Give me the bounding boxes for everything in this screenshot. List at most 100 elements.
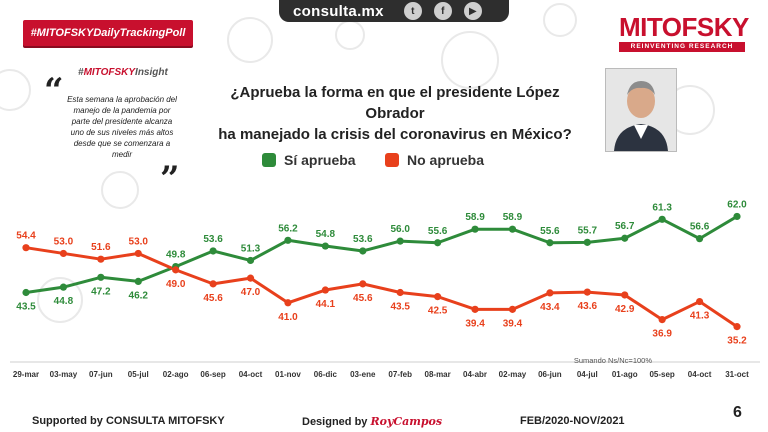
data-label-disapprove: 36.9 <box>652 329 672 340</box>
x-tick-label: 29-mar <box>13 370 39 379</box>
data-label-approve: 51.3 <box>241 243 261 254</box>
insight-text: Esta semana la aprobación del manejo de … <box>67 95 177 159</box>
data-label-disapprove: 39.4 <box>465 318 485 329</box>
chart-note: Sumando Ns/Nc=100% <box>574 356 652 365</box>
data-label-disapprove: 45.6 <box>353 293 373 304</box>
youtube-icon[interactable]: ▶ <box>463 2 482 20</box>
data-label-disapprove: 43.5 <box>390 302 410 313</box>
data-label-approve: 53.6 <box>203 234 223 245</box>
data-point-approve <box>508 225 517 233</box>
data-label-approve: 56.0 <box>390 224 410 235</box>
question-line-2: ha manejado la crisis del coronavirus en… <box>218 126 572 143</box>
x-tick-label: 03-may <box>50 370 78 379</box>
data-point-approve <box>59 283 68 291</box>
footer-designed: Designed by RoyCampos <box>302 415 442 428</box>
data-label-approve: 56.7 <box>615 221 635 232</box>
data-label-disapprove: 41.0 <box>278 312 298 323</box>
insight-label: Insight <box>135 67 168 78</box>
data-point-disapprove <box>284 299 292 307</box>
x-tick-label: 02-ago <box>163 370 189 379</box>
data-point-approve <box>134 277 142 285</box>
data-label-disapprove: 44.1 <box>316 299 336 310</box>
data-label-disapprove: 49.0 <box>166 279 186 290</box>
data-label-approve: 44.8 <box>54 296 74 307</box>
footer-supported: Supported by CONSULTA MITOFSKY <box>32 415 225 427</box>
data-label-disapprove: 45.6 <box>203 293 223 304</box>
site-header-bar: consulta.mx t f ▶ <box>279 0 509 22</box>
data-label-approve: 55.7 <box>578 225 598 236</box>
page-number: 6 <box>733 404 742 421</box>
data-point-disapprove <box>583 288 591 296</box>
legend-label-approve: Sí aprueba <box>284 152 356 168</box>
x-tick-label: 31-oct <box>725 370 749 379</box>
insight-hash: # <box>78 67 84 78</box>
insight-brand: MITOFSKY <box>83 67 136 78</box>
data-label-disapprove: 53.0 <box>54 236 74 247</box>
data-point-disapprove <box>695 297 704 306</box>
data-point-approve <box>658 215 666 223</box>
x-tick-label: 05-sep <box>649 370 674 379</box>
tracking-poll-tag: #MITOFSKYDailyTrackingPoll <box>23 20 193 46</box>
brand-logo: MITOFSKY REINVENTING RESEARCH <box>619 12 749 56</box>
twitter-icon[interactable]: t <box>403 2 422 20</box>
data-point-approve <box>583 238 591 246</box>
data-point-approve <box>284 236 292 244</box>
data-label-approve: 54.8 <box>316 229 336 240</box>
person-icon <box>606 69 676 151</box>
x-tick-label: 05-jul <box>128 370 149 379</box>
data-point-disapprove <box>546 289 554 297</box>
x-tick-label: 01-ago <box>612 370 638 379</box>
data-point-approve <box>321 242 329 250</box>
data-point-approve <box>434 239 442 247</box>
data-point-disapprove <box>22 244 30 252</box>
brand-tagline: REINVENTING RESEARCH <box>619 42 745 52</box>
data-label-approve: 56.6 <box>690 222 710 233</box>
data-point-disapprove <box>396 288 404 297</box>
data-point-disapprove <box>321 286 329 294</box>
question-line-1: ¿Aprueba la forma en que el presidente L… <box>230 84 560 122</box>
legend-label-disapprove: No aprueba <box>407 152 485 168</box>
data-point-approve <box>22 288 30 297</box>
data-label-disapprove: 47.0 <box>241 287 261 298</box>
data-point-approve <box>359 247 367 255</box>
data-label-approve: 55.6 <box>428 226 448 237</box>
data-point-disapprove <box>246 274 255 282</box>
footer-designed-label: Designed by <box>302 416 368 428</box>
data-point-disapprove <box>359 280 367 288</box>
insight-box: “ Esta semana la aprobación del manejo d… <box>44 74 180 196</box>
site-url[interactable]: consulta.mx <box>293 2 384 20</box>
data-label-approve: 49.8 <box>166 250 186 261</box>
data-point-disapprove <box>134 249 142 258</box>
x-tick-label: 08-mar <box>425 370 451 379</box>
data-point-approve <box>733 212 741 221</box>
footer-period: FEB/2020-NOV/2021 <box>520 415 625 427</box>
data-point-approve <box>246 256 255 265</box>
data-label-disapprove: 51.6 <box>91 242 111 253</box>
footer-designer: RoyCampos <box>370 415 443 428</box>
approval-line-chart: 43.5 44.8 47.2 46.2 49.8 53.6 51.3 56.2 54.8 53.6… <box>10 199 760 379</box>
data-label-approve: 46.2 <box>129 290 149 301</box>
data-label-approve: 53.6 <box>353 234 373 245</box>
data-label-disapprove: 41.3 <box>690 311 710 322</box>
x-tick-label: 04-jul <box>577 370 598 379</box>
x-tick-label: 06-sep <box>200 370 225 379</box>
data-point-disapprove <box>621 291 629 299</box>
data-point-approve <box>621 234 629 242</box>
facebook-icon[interactable]: f <box>433 2 452 20</box>
data-label-disapprove: 39.4 <box>503 318 523 329</box>
legend-swatch-approve <box>262 153 276 167</box>
data-label-approve: 55.6 <box>540 226 560 237</box>
series-line-approve <box>25 215 738 294</box>
data-point-approve <box>471 225 479 233</box>
data-label-disapprove: 43.6 <box>578 301 598 312</box>
data-point-disapprove <box>59 249 68 258</box>
data-point-approve <box>546 239 554 247</box>
x-tick-label: 06-dic <box>314 370 338 379</box>
x-tick-label: 04-oct <box>688 370 712 379</box>
data-point-disapprove <box>508 305 517 313</box>
x-tick-label: 06-jun <box>538 370 562 379</box>
data-point-approve <box>396 237 404 245</box>
data-label-approve: 56.2 <box>278 223 298 234</box>
data-point-approve <box>97 273 105 281</box>
data-label-approve: 61.3 <box>652 202 672 213</box>
